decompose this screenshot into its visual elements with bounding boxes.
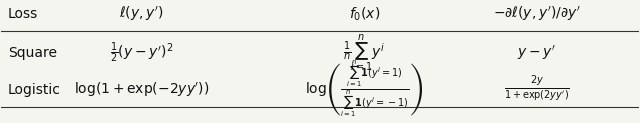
Text: $f_0(x)$: $f_0(x)$ bbox=[349, 6, 380, 23]
Text: Square: Square bbox=[8, 46, 57, 60]
Text: $\frac{2y}{1+\exp(2yy')}$: $\frac{2y}{1+\exp(2yy')}$ bbox=[504, 75, 570, 104]
Text: $-\partial\ell(y,y')/\partial y'$: $-\partial\ell(y,y')/\partial y'$ bbox=[493, 5, 580, 23]
Text: $y - y'$: $y - y'$ bbox=[517, 44, 556, 62]
Text: $\log(1+\exp(-2yy'))$: $\log(1+\exp(-2yy'))$ bbox=[74, 80, 209, 99]
Text: Loss: Loss bbox=[8, 7, 38, 21]
Text: $\ell(y,y')$: $\ell(y,y')$ bbox=[119, 5, 164, 23]
Text: Logistic: Logistic bbox=[8, 83, 61, 97]
Text: $\log\!\left(\frac{\sum_{i=1}^{n}\mathbf{1}(y^i{=}1)}{\sum_{i=1}^{n}\mathbf{1}(y: $\log\!\left(\frac{\sum_{i=1}^{n}\mathbf… bbox=[305, 60, 424, 119]
Text: $\frac{1}{2}(y-y')^2$: $\frac{1}{2}(y-y')^2$ bbox=[110, 41, 173, 65]
Text: $\frac{1}{n}\sum_{i=1}^{n} y^i$: $\frac{1}{n}\sum_{i=1}^{n} y^i$ bbox=[344, 32, 386, 74]
